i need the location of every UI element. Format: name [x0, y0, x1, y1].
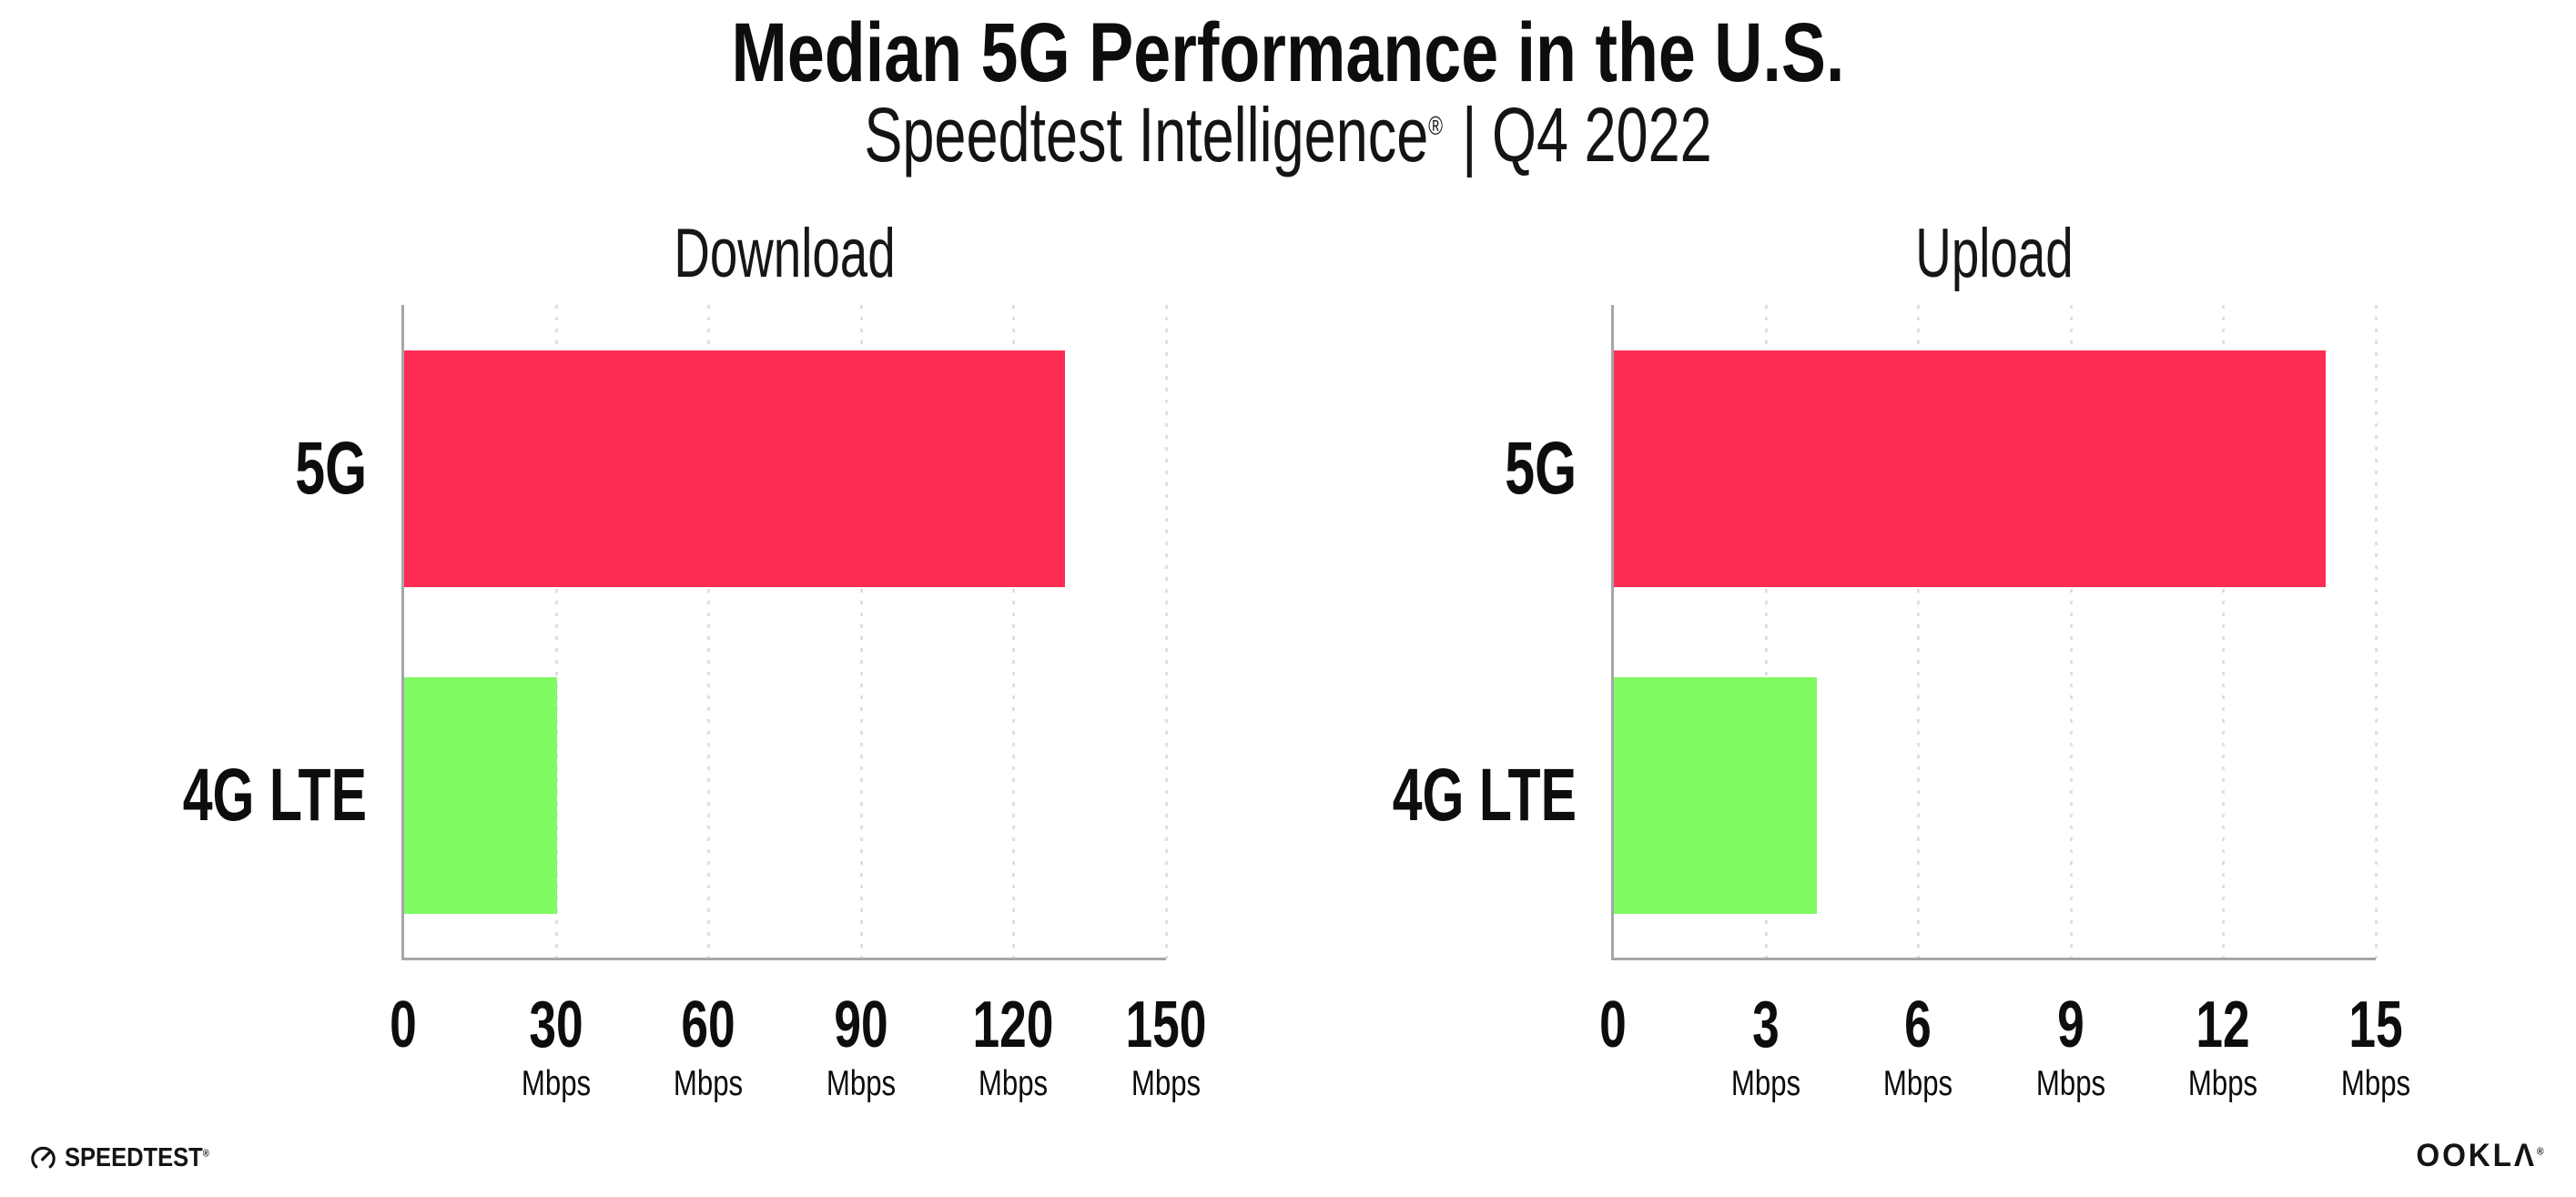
ookla-logo-text: OOKLΛ®: [2416, 1138, 2544, 1173]
axis-left-spine: [401, 305, 404, 959]
ookla-logo: OOKLΛ®: [2409, 1140, 2544, 1172]
bar-4g-lte: [1614, 676, 1818, 914]
tick-unit-label: Mbps: [2035, 1064, 2105, 1103]
x-tick: 6 Mbps: [1772, 992, 2064, 1101]
gridline: [554, 305, 558, 959]
download-chart: Download 5G 4G LTE 0 30 Mbps 60 Mbps 90 Mbps 120 Mb…: [183, 219, 1207, 1102]
tick-unit-label: Mbps: [521, 1064, 591, 1103]
x-tick: 12 Mbps: [2077, 992, 2368, 1101]
bar-5g: [1614, 350, 2327, 587]
tick-label: 12: [2196, 989, 2251, 1061]
tick-label: 90: [834, 989, 888, 1061]
page-subtitle: Speedtest Intelligence® | Q4 2022: [322, 96, 2255, 173]
x-tick: 120 Mbps: [867, 992, 1159, 1101]
gridline: [2069, 305, 2073, 959]
registered-trademark-icon: ®: [1428, 112, 1444, 141]
tick-unit-label: Mbps: [1883, 1064, 1953, 1103]
tick-label: 30: [528, 989, 583, 1061]
tick-label: 6: [1904, 989, 1932, 1061]
speedtest-logo-text: SPEEDTEST®: [65, 1143, 209, 1172]
tick-unit-label: Mbps: [2340, 1064, 2411, 1103]
axis-left-spine: [1611, 305, 1614, 959]
x-tick: 0: [1467, 992, 1759, 1058]
subplot-title: Download: [674, 215, 896, 292]
x-tick: 0: [258, 992, 549, 1058]
ookla-registered-mark: ®: [2537, 1146, 2544, 1158]
tick-unit-label: Mbps: [674, 1064, 744, 1103]
tick-label: 150: [1125, 989, 1207, 1061]
gridline: [2222, 305, 2226, 959]
gridline: [707, 305, 711, 959]
subtitle-divider: |: [1462, 92, 1477, 178]
bar-5g: [404, 350, 1066, 587]
tick-label: 9: [2056, 989, 2084, 1061]
speedtest-logo: SPEEDTEST®: [30, 1145, 229, 1172]
speedtest-gauge-icon: [31, 1146, 56, 1169]
gridline: [1012, 305, 1016, 959]
x-tick: 150 Mbps: [1020, 992, 1312, 1101]
gridline: [1165, 305, 1168, 959]
tick-unit-label: Mbps: [979, 1064, 1049, 1103]
page-title: Median 5G Performance in the U.S.: [731, 6, 1845, 99]
gridline: [1764, 305, 1768, 959]
x-tick: 9 Mbps: [1925, 992, 2216, 1101]
tick-label: 3: [1751, 989, 1780, 1061]
subtitle-period: Q4 2022: [1491, 92, 1712, 178]
tick-label: 60: [681, 989, 735, 1061]
tick-label: 0: [1599, 989, 1627, 1061]
subplot-title: Upload: [1915, 215, 2074, 292]
category-label-4g-lte: 4G LTE: [182, 753, 367, 837]
category-label-5g: 5G: [1505, 426, 1577, 510]
x-tick: 60 Mbps: [563, 992, 854, 1101]
tick-label: 0: [390, 989, 417, 1061]
category-label-4g-lte: 4G LTE: [1392, 753, 1577, 837]
axis-bottom-spine: [401, 958, 1166, 960]
tick-unit-label: Mbps: [826, 1064, 896, 1103]
upload-chart: Upload 5G 4G LTE 0 3 Mbps 6 Mbps 9 Mbps 12 Mbps 15 Mb…: [1393, 219, 2410, 1102]
tick-unit-label: Mbps: [1131, 1064, 1202, 1103]
x-tick: 3 Mbps: [1620, 992, 1912, 1101]
x-tick: 90 Mbps: [715, 992, 1007, 1101]
subtitle-brand: Speedtest Intelligence: [864, 92, 1429, 178]
bar-4g-lte: [404, 676, 557, 914]
gridline: [859, 305, 863, 959]
tick-label: 15: [2348, 989, 2403, 1061]
x-tick: 30 Mbps: [411, 992, 702, 1101]
axis-bottom-spine: [1611, 958, 2376, 960]
gridline: [1917, 305, 1921, 959]
x-tick: 15 Mbps: [2230, 992, 2521, 1101]
tick-unit-label: Mbps: [2188, 1064, 2258, 1103]
tick-unit-label: Mbps: [1730, 1064, 1800, 1103]
gridline: [2375, 305, 2378, 959]
speedtest-registered-mark: ®: [202, 1148, 209, 1160]
tick-label: 120: [972, 989, 1054, 1061]
category-label-5g: 5G: [295, 426, 367, 510]
